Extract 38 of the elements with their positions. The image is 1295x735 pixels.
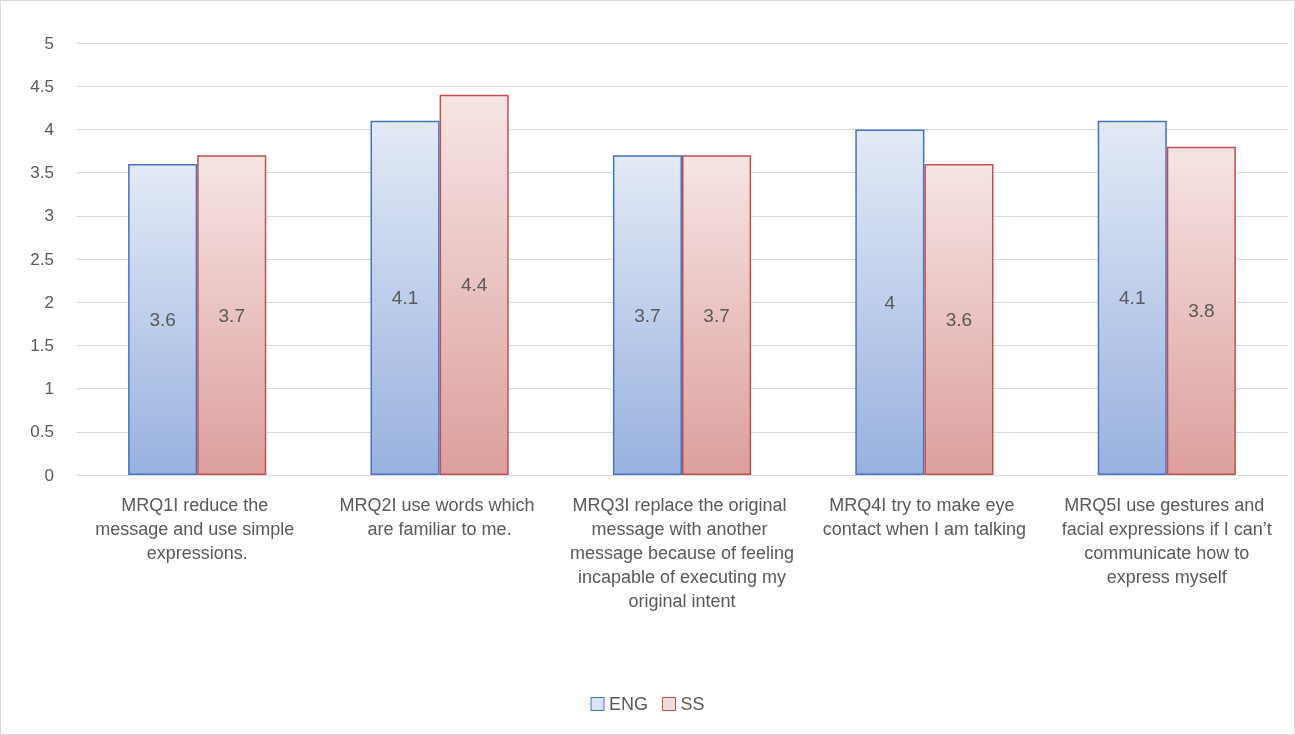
data-label: 4.1 xyxy=(391,287,419,309)
y-tick-label: 4.5 xyxy=(30,76,54,96)
y-tick-label: 3.5 xyxy=(30,163,54,183)
y-tick-label: 2 xyxy=(44,292,54,312)
data-label: 4 xyxy=(884,291,896,313)
bar xyxy=(1166,146,1236,475)
x-tick-label: MRQ1I reduce the message and use simple expressions. xyxy=(95,495,300,563)
x-tick-label: MRQ3I replace the original message with another message because of feeling incapable of executing my original intent xyxy=(569,495,795,611)
y-tick-label: 0 xyxy=(44,465,54,485)
bar xyxy=(1097,120,1167,475)
x-tick-label: MRQ2I use words which are familiar to me. xyxy=(339,495,540,539)
y-tick-label: 5 xyxy=(44,33,54,53)
bar xyxy=(924,163,994,475)
x-tick-label: MRQ5I use gestures and facial expressions if I can’t communicate how to express myself xyxy=(1061,495,1272,587)
data-label: 3.6 xyxy=(149,308,176,330)
data-label: 4.4 xyxy=(460,274,488,296)
bar xyxy=(612,155,682,475)
data-label: 3.6 xyxy=(945,308,973,330)
y-tick-label: 1.5 xyxy=(30,335,54,355)
bar xyxy=(439,94,509,475)
data-label: 4.1 xyxy=(1119,287,1146,309)
y-tick-label: 1 xyxy=(44,379,54,399)
data-label: 3.7 xyxy=(634,304,661,326)
y-tick-label: 2.5 xyxy=(30,249,54,269)
legend-label: ENG xyxy=(608,694,649,714)
y-tick-label: 3 xyxy=(44,206,54,226)
x-tick-label: MRQ4I try to make eye contact when I am talking xyxy=(822,495,1026,539)
y-tick-label: 0.5 xyxy=(30,422,54,442)
bar xyxy=(682,155,752,475)
bar xyxy=(197,155,267,475)
bar xyxy=(128,163,198,475)
data-label: 3.8 xyxy=(1188,300,1215,322)
bar xyxy=(855,129,925,475)
data-label: 3.7 xyxy=(218,304,245,326)
y-tick-label: 4 xyxy=(44,119,54,139)
bar xyxy=(370,120,440,475)
data-label: 3.7 xyxy=(703,304,730,326)
legend-label: SS xyxy=(680,694,705,714)
